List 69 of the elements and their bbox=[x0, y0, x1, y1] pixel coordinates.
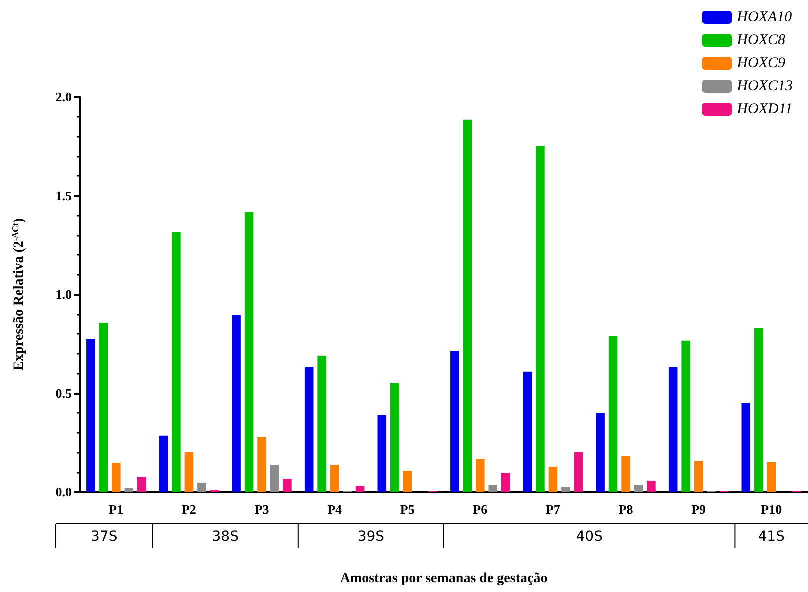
bar bbox=[137, 476, 146, 492]
text: 37S bbox=[91, 529, 118, 545]
y-tick-label: 0.5 bbox=[56, 386, 72, 401]
y-tick-label: 2.0 bbox=[56, 90, 72, 104]
legend-label: HOXD11 bbox=[736, 102, 793, 118]
bar bbox=[232, 315, 241, 492]
bar bbox=[754, 328, 764, 492]
bar bbox=[536, 146, 545, 492]
bar bbox=[198, 482, 206, 492]
bar bbox=[488, 485, 498, 492]
y-axis-title: Expressão Relativa (2-ΔCt) bbox=[10, 218, 27, 371]
bar bbox=[184, 452, 194, 492]
bar bbox=[501, 473, 510, 492]
bar bbox=[270, 464, 280, 492]
bar bbox=[390, 382, 400, 492]
bar bbox=[682, 340, 690, 492]
x-tick-label: P1 bbox=[109, 502, 124, 517]
bar bbox=[330, 464, 340, 492]
bar bbox=[767, 462, 776, 492]
bar bbox=[450, 350, 460, 492]
bar bbox=[283, 478, 292, 492]
bar bbox=[742, 403, 751, 492]
y-tick-label: 1.5 bbox=[56, 188, 72, 204]
bar bbox=[112, 462, 121, 492]
x-tick-label: P10 bbox=[761, 502, 782, 517]
bar bbox=[244, 212, 254, 492]
x-tick-label: P8 bbox=[618, 502, 634, 517]
bar bbox=[694, 460, 704, 492]
x-tick-label: P7 bbox=[546, 502, 561, 517]
x-tick-label: P3 bbox=[254, 502, 270, 517]
bar bbox=[99, 323, 108, 492]
bar bbox=[608, 336, 618, 492]
bar bbox=[476, 459, 485, 492]
x-tick-label: P9 bbox=[692, 502, 707, 517]
bar bbox=[463, 120, 472, 492]
bar bbox=[378, 414, 387, 492]
bar bbox=[647, 480, 656, 492]
bar bbox=[622, 456, 630, 492]
legend-label: HOXC9 bbox=[736, 56, 786, 72]
text: 39S bbox=[358, 529, 385, 545]
bar bbox=[562, 487, 570, 492]
bar bbox=[258, 437, 266, 492]
bar bbox=[596, 413, 605, 492]
bar bbox=[403, 471, 412, 492]
legend-label: HOXC13 bbox=[736, 78, 794, 94]
bar bbox=[668, 366, 678, 492]
x-axis-title: Amostras por semanas de gestação bbox=[340, 572, 548, 586]
bar bbox=[574, 452, 584, 492]
x-tick-label: P4 bbox=[328, 502, 343, 517]
bar bbox=[86, 338, 96, 492]
text: 40S bbox=[576, 529, 604, 545]
bar bbox=[159, 436, 168, 492]
x-tick-label: P6 bbox=[473, 502, 488, 517]
legend-label: HOXA10 bbox=[736, 10, 793, 26]
y-tick-label: 0.0 bbox=[56, 484, 72, 500]
bar bbox=[172, 232, 181, 492]
bar bbox=[304, 366, 314, 492]
bar bbox=[318, 356, 326, 492]
text: 38S bbox=[212, 529, 240, 545]
bar bbox=[523, 372, 532, 492]
x-tick-label: P5 bbox=[400, 502, 416, 517]
legend-label: HOXC8 bbox=[736, 32, 786, 48]
x-tick-label: P2 bbox=[182, 502, 196, 517]
bar bbox=[124, 488, 134, 492]
bar bbox=[634, 485, 644, 492]
bar bbox=[548, 466, 558, 492]
bar bbox=[356, 486, 365, 492]
text: 41S bbox=[758, 529, 786, 545]
y-tick-label: 1.0 bbox=[56, 287, 72, 302]
